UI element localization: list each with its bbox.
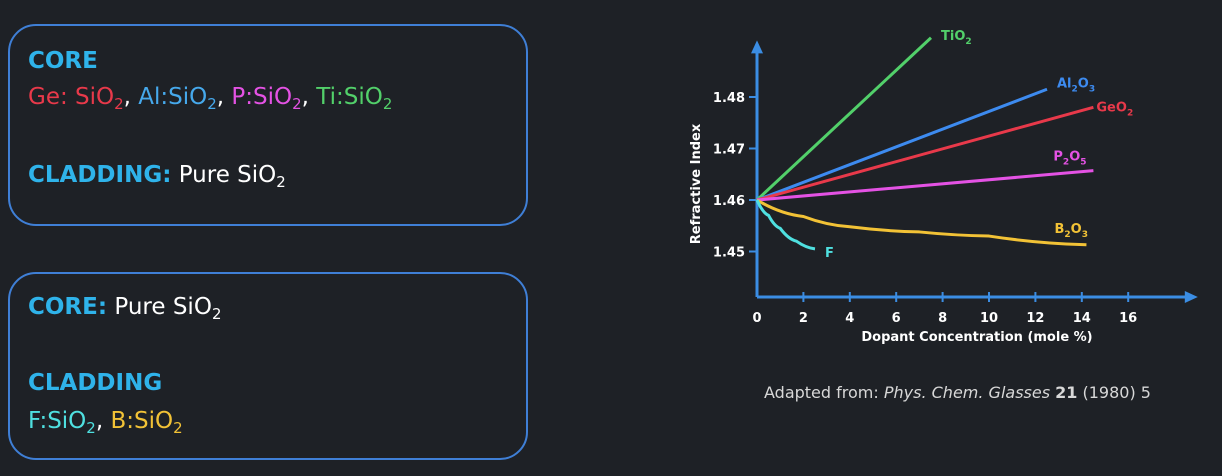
chart-ticks: 0 2 4 6 8 10 12 14 16 1.45 1.46 1.47 1.48 xyxy=(713,91,1137,326)
cladding-dopant-0: F:SiO2 xyxy=(28,408,96,438)
x-tick-label: 2 xyxy=(799,311,808,326)
series-line-3 xyxy=(756,169,1094,202)
x-axis-label: Dopant Concentration (mole %) xyxy=(861,330,1092,345)
core-text: Pure SiO2 xyxy=(114,294,222,324)
series-line-0 xyxy=(755,36,933,202)
x-tick-label: 0 xyxy=(752,311,761,326)
core-dopant-2: P:SiO2 xyxy=(231,84,302,114)
y-axis-arrow xyxy=(751,40,763,54)
y-tick-label: 1.48 xyxy=(713,91,745,106)
series-label-3: P2O5 xyxy=(1053,150,1086,168)
core-dopant-1: Al:SiO2 xyxy=(138,84,217,114)
core-dopant-3: Ti:SiO2 xyxy=(316,84,393,114)
x-tick-label: 10 xyxy=(980,311,998,326)
y-tick-label: 1.45 xyxy=(713,246,745,261)
citation: Adapted from: Phys. Chem. Glasses 21 (19… xyxy=(764,383,1151,402)
series-line-5 xyxy=(755,199,816,251)
x-tick-label: 8 xyxy=(938,311,947,326)
cladding-dopant-1: B:SiO2 xyxy=(110,408,183,438)
chart-axes xyxy=(751,40,1198,303)
x-tick-label: 6 xyxy=(892,311,901,326)
x-axis-arrow xyxy=(1184,291,1198,303)
cladding-dopant-list: F:SiO2, B:SiO2 xyxy=(28,408,183,438)
y-tick-label: 1.46 xyxy=(713,194,745,209)
x-tick-label: 14 xyxy=(1073,311,1091,326)
cladding-heading-2: CLADDING xyxy=(28,370,163,396)
series-label-0: TiO2 xyxy=(941,29,972,47)
y-axis-label: Refractive Index xyxy=(689,123,704,244)
cladding-doped-panel: CORE: Pure SiO2 CLADDING F:SiO2, B:SiO2 xyxy=(8,272,528,460)
series-line-2 xyxy=(756,105,1094,202)
x-tick-label: 4 xyxy=(845,311,854,326)
core-heading-2: CORE: xyxy=(28,294,108,320)
cladding-line: CLADDING: Pure SiO2 xyxy=(28,162,286,192)
cladding-text: Pure SiO2 xyxy=(178,162,286,192)
core-dopant-list: Ge: SiO2, Al:SiO2, P:SiO2, Ti:SiO2 xyxy=(28,84,393,114)
series-line-1 xyxy=(756,87,1048,202)
x-tick-label: 16 xyxy=(1119,311,1137,326)
cladding-heading: CLADDING: xyxy=(28,162,172,188)
core-doped-panel: CORE Ge: SiO2, Al:SiO2, P:SiO2, Ti:SiO2 … xyxy=(8,24,528,226)
chart-series xyxy=(755,36,1094,251)
core-line: CORE: Pure SiO2 xyxy=(28,294,222,324)
core-dopant-0: Ge: SiO2 xyxy=(28,84,124,114)
series-label-5: F xyxy=(825,246,834,261)
series-label-4: B2O3 xyxy=(1054,222,1088,240)
series-label-2: GeO2 xyxy=(1096,100,1133,118)
core-heading: CORE xyxy=(28,48,98,74)
y-tick-label: 1.47 xyxy=(713,143,745,158)
x-tick-label: 12 xyxy=(1026,311,1044,326)
series-label-1: Al2O3 xyxy=(1057,76,1095,94)
series-line-4 xyxy=(756,198,1087,247)
